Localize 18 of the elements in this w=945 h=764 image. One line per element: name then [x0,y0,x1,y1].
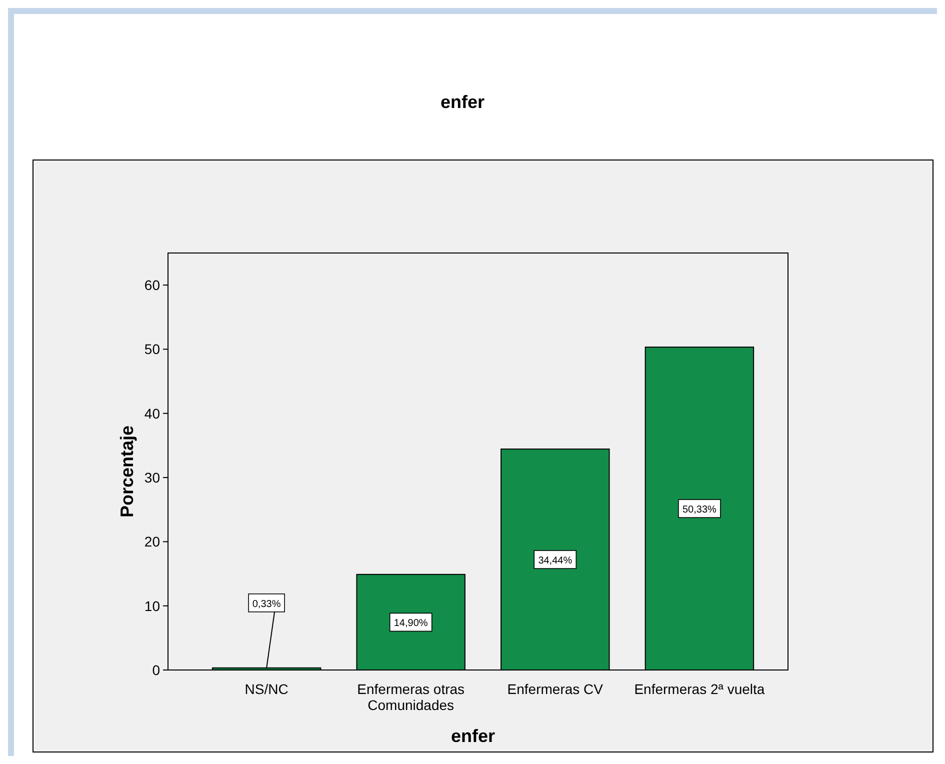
y-tick-label: 0 [152,662,160,678]
chart-title: enfer [440,92,485,112]
x-tick-label: Enfermeras CV [507,681,604,697]
y-tick-label: 50 [144,341,160,358]
x-tick-label: Enfermeras 2ª vuelta [634,681,765,697]
y-axis-title: Porcentaje [117,425,137,518]
y-tick-label: 10 [144,598,160,614]
data-label: 50,33% [682,504,717,516]
data-label: 0,33% [252,598,281,610]
y-tick-label: 20 [144,534,160,550]
y-tick-label: 40 [144,405,160,422]
x-tick-label: NS/NC [244,681,288,697]
data-label: 34,44% [538,556,572,567]
x-tick-label: Enfermeras otras Comunidades [357,681,465,713]
y-tick-label: 30 [144,470,160,486]
x-axis-title: enfer [450,726,496,746]
y-tick-label: 60 [144,277,160,294]
data-label: 14,90% [394,618,428,630]
